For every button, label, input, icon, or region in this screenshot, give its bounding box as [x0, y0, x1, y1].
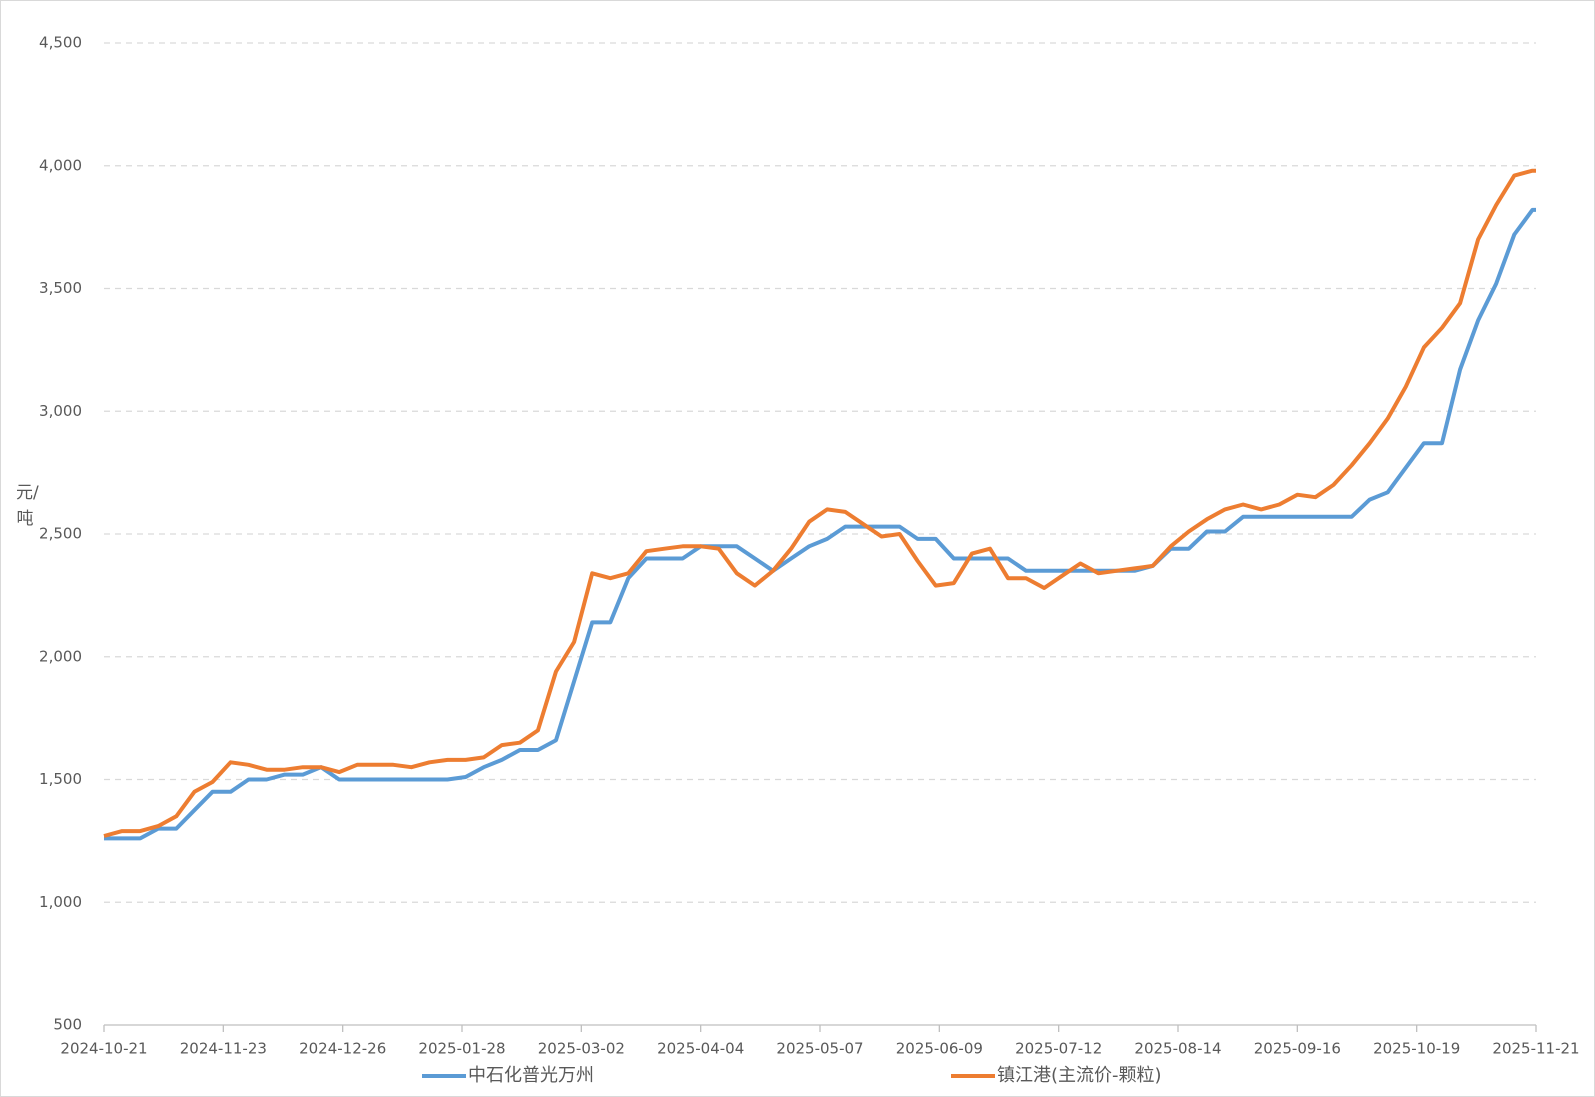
y-tick-label: 500: [53, 1016, 82, 1034]
x-tick-label: 2025-01-28: [418, 1040, 505, 1058]
x-tick-label: 2025-09-16: [1254, 1040, 1341, 1058]
y-tick-label: 1,500: [39, 770, 82, 788]
y-tick-label: 2,500: [39, 525, 82, 543]
y-tick-label: 4,000: [39, 156, 82, 174]
y-tick-label: 2,000: [39, 647, 82, 665]
series-line: [103, 168, 1536, 838]
y-axis-label: 元/吨: [16, 483, 39, 529]
x-tick-label: 2025-04-04: [657, 1040, 744, 1058]
x-tick-label: 2025-07-12: [1015, 1040, 1102, 1058]
x-tick-label: 2025-03-02: [538, 1040, 625, 1058]
y-tick-label: 1,000: [39, 893, 82, 911]
x-tick-label: 2025-10-19: [1373, 1040, 1460, 1058]
legend-label: 中石化普光万州: [468, 1065, 594, 1086]
y-tick-label: 4,500: [39, 34, 82, 52]
x-tick-label: 2025-06-09: [896, 1040, 983, 1058]
x-tick-label: 2024-10-21: [60, 1040, 147, 1058]
x-tick-label: 2024-12-26: [299, 1040, 386, 1058]
y-tick-label: 3,000: [39, 402, 82, 420]
x-tick-label: 2025-08-14: [1134, 1040, 1221, 1058]
y-tick-label: 3,500: [39, 279, 82, 297]
x-tick-label: 2025-05-07: [776, 1040, 863, 1058]
x-tick-label: 2025-11-21: [1492, 1040, 1579, 1058]
series-line: [104, 207, 1536, 841]
x-tick-label: 2024-11-23: [180, 1040, 267, 1058]
legend-label: 镇江港(主流价-颗粒): [997, 1065, 1162, 1086]
